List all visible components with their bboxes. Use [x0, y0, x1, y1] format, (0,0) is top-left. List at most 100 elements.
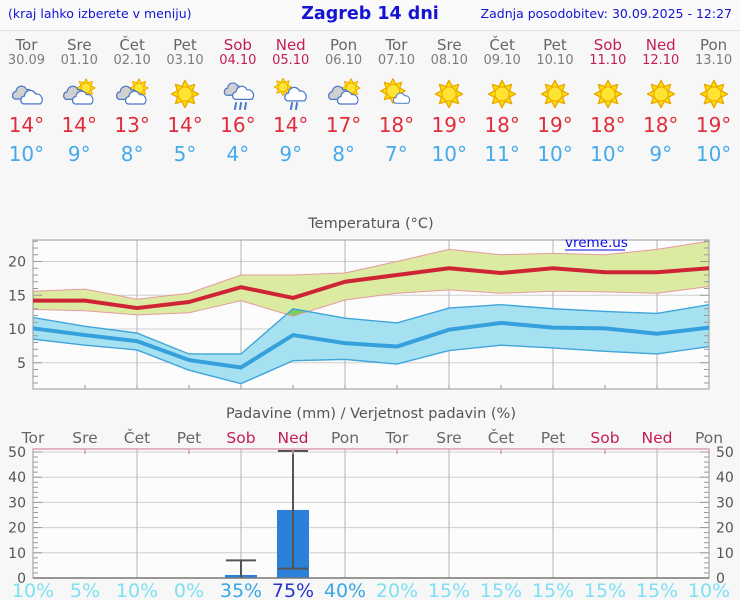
precip-y-label-left: 50	[8, 445, 26, 461]
probability-label: 10%	[116, 580, 158, 600]
precip-day-label: Sre	[72, 429, 97, 447]
precip-whisker	[226, 559, 256, 578]
page-title: Zagreb 14 dni	[301, 4, 439, 24]
low-temperature: 9°	[279, 142, 303, 167]
precip-day-label: Pon	[695, 429, 723, 447]
probability-label: 15%	[532, 580, 574, 600]
precip-day-label: Ned	[642, 429, 673, 447]
temp-chart-title: Temperatura (°C)	[307, 216, 433, 232]
day-column: Pet 10.10 19° 10°	[529, 36, 582, 214]
day-date: 10.10	[536, 53, 574, 69]
high-temperature: 19°	[695, 113, 732, 138]
day-column: Čet 09.10 18° 11°	[476, 36, 529, 214]
day-name: Sob	[223, 36, 252, 54]
day-name: Ned	[645, 36, 676, 54]
sunny-icon	[694, 78, 734, 110]
precipitation-chart: Padavine (mm) / Verjetnost padavin (%) To…	[8, 406, 734, 600]
day-column: Tor 30.09 14° 10°	[0, 36, 53, 214]
sunny-icon	[482, 78, 522, 110]
high-temperature: 19°	[431, 113, 467, 138]
precip-y-label-right: 10	[716, 546, 734, 562]
low-temperature: 10°	[431, 142, 467, 167]
last-updated: Zadnja posodobitev: 30.09.2025 - 12:27	[480, 6, 732, 21]
precip-y-label-right: 20	[716, 521, 734, 537]
watermark-link[interactable]: vreme.us	[565, 235, 628, 251]
day-column: Tor 07.10 18° 7°	[370, 36, 423, 214]
temp-y-label: 10	[8, 322, 26, 338]
high-temperature: 18°	[590, 113, 626, 138]
day-date: 13.10	[694, 53, 733, 69]
day-column: Ned 05.10 14° 9°	[264, 36, 317, 214]
precip-gridlines	[33, 449, 709, 578]
day-name: Pon	[699, 36, 728, 54]
probability-label: 5%	[70, 580, 100, 600]
precip-day-label: Čet	[488, 428, 514, 447]
precip-day-label: Tor	[385, 429, 409, 447]
precip-day-label: Sob	[226, 429, 255, 447]
precip-day-label: Sob	[590, 429, 619, 447]
min-temp-line	[32, 320, 710, 370]
low-temperature: 7°	[385, 142, 408, 167]
precip-day-label: Tor	[21, 429, 45, 447]
day-column: Čet 02.10 13° 8°	[106, 36, 159, 214]
day-date: 01.10	[60, 53, 98, 69]
low-temperature: 4°	[226, 142, 250, 167]
day-date: 02.10	[113, 53, 151, 69]
probability-label: 10%	[688, 580, 730, 600]
day-date: 04.10	[219, 53, 257, 69]
high-temperature: 19°	[537, 113, 573, 138]
high-temperature: 14°	[272, 113, 309, 138]
low-temperature: 9°	[649, 142, 673, 167]
day-name: Tor	[385, 36, 408, 54]
partly-cloudy-icon	[324, 78, 364, 110]
high-temperature: 17°	[325, 113, 362, 138]
precip-y-label-right: 50	[716, 445, 734, 461]
temperature-chart: Temperatura (°C) 5 10 15 20 vreme.us	[8, 216, 710, 390]
day-name: Pet	[173, 36, 197, 54]
day-name: Ned	[275, 36, 306, 54]
probability-label: 0%	[174, 580, 204, 600]
probability-label: 15%	[428, 580, 470, 600]
day-name: Sre	[66, 36, 92, 54]
probability-label: 75%	[272, 580, 314, 600]
temp-axis-ticks	[32, 240, 710, 389]
low-temperature: 5°	[173, 142, 197, 167]
low-temperature: 9°	[67, 142, 91, 167]
sunny-icon	[429, 78, 469, 110]
high-temperature: 16°	[220, 113, 256, 138]
temp-y-label: 20	[8, 255, 26, 271]
precip-day-label: Pon	[331, 429, 359, 447]
precip-y-label-left: 20	[8, 521, 26, 537]
precip-y-label-left: 30	[8, 495, 26, 511]
temp-y-label: 5	[17, 356, 26, 372]
precip-y-label-left: 40	[8, 470, 26, 486]
day-column: Pet 03.10 14° 5°	[159, 36, 212, 214]
precip-day-label: Pet	[541, 429, 565, 447]
probability-label: 15%	[480, 580, 522, 600]
sun-rain-icon	[271, 78, 311, 110]
day-date: 03.10	[166, 53, 204, 69]
day-date: 06.10	[324, 53, 363, 69]
low-temperature: 11°	[484, 142, 520, 167]
probability-label: 15%	[584, 580, 626, 600]
low-temperature: 8°	[332, 142, 355, 167]
day-column: Ned 12.10 18° 9°	[634, 36, 687, 214]
sunny-icon	[535, 78, 575, 110]
precip-day-label: Pet	[177, 429, 201, 447]
precip-day-label: Ned	[278, 429, 309, 447]
day-name: Sob	[593, 36, 622, 54]
partly-cloudy-icon	[59, 78, 99, 110]
page-header: (kraj lahko izberete v meniju) Zagreb 14…	[0, 0, 740, 31]
day-date: 12.10	[642, 53, 680, 69]
precip-axis-ticks	[33, 451, 709, 574]
day-name: Čet	[119, 36, 145, 54]
low-temperature: 8°	[120, 142, 144, 167]
day-name: Pon	[329, 36, 358, 54]
precip-y-label-left: 0	[17, 571, 26, 587]
day-date: 30.09	[7, 53, 46, 69]
probability-label: 20%	[376, 580, 418, 600]
low-temperature: 10°	[8, 142, 45, 167]
high-temperature: 18°	[642, 113, 679, 138]
rain-icon	[218, 78, 258, 110]
